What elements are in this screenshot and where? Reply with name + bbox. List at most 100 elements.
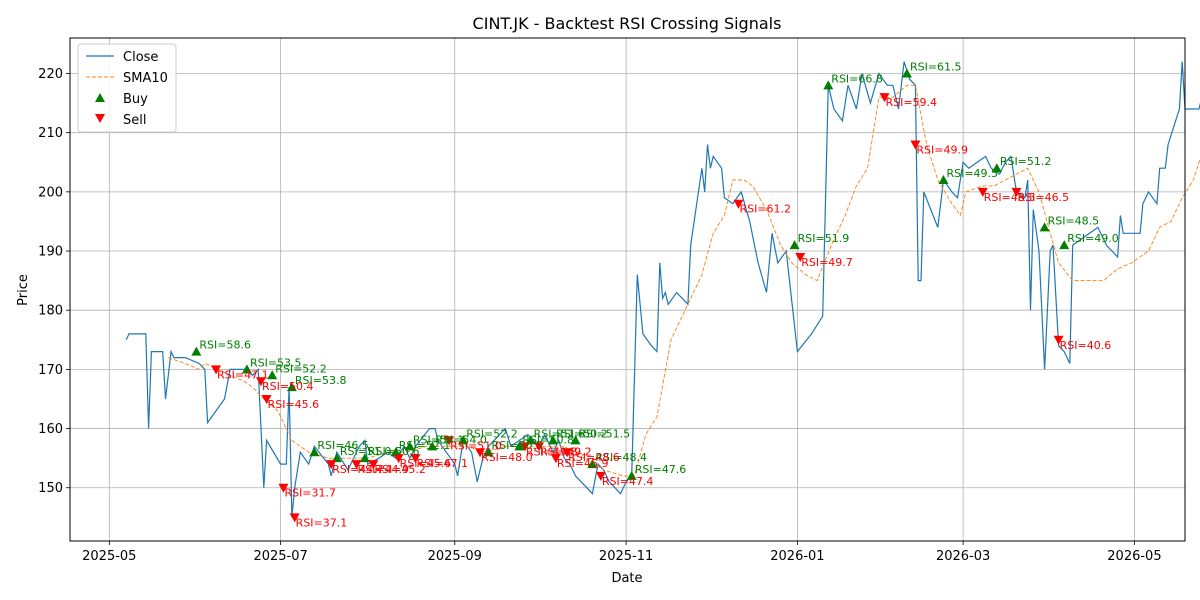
legend-buy-label: Buy [123, 92, 148, 107]
chart-title: CINT.JK - Backtest RSI Crossing Signals [473, 14, 782, 33]
sell-signal-marker [977, 187, 988, 197]
buy-signal-label: RSI=50.2 [556, 427, 608, 440]
buy-signal-label: RSI=48.4 [595, 451, 647, 464]
buy-signal-marker [1039, 222, 1050, 232]
buy-signal-marker [331, 453, 342, 463]
sell-signal-marker [519, 442, 530, 452]
buy-signal-label: RSI=49.0 [1067, 232, 1119, 245]
buy-signal-label: RSI=66.8 [831, 72, 883, 85]
sell-signal-marker [562, 448, 573, 458]
sell-signal-marker [910, 140, 921, 150]
y-tick-label: 200 [38, 185, 63, 200]
buy-signal-marker [458, 435, 469, 445]
sell-signal-marker [550, 454, 561, 464]
buy-signal-label: RSI=49.5 [946, 167, 998, 180]
x-tick-label: 2025-09 [428, 549, 482, 564]
sell-signal-marker [795, 252, 806, 262]
signal-annotations: RSI=58.6RSI=53.5RSI=52.2RSI=53.8RSI=46.5… [199, 61, 1119, 530]
buy-signal-marker [404, 441, 415, 451]
sell-signal-label: RSI=48.6 [568, 451, 620, 464]
sell-signal-marker [1011, 187, 1022, 197]
buy-signal-marker [901, 68, 912, 78]
sell-signal-marker [444, 436, 455, 446]
buy-signal-marker [626, 470, 637, 480]
buy-signal-label: RSI=52.1 [399, 439, 451, 452]
y-tick-label: 190 [38, 245, 63, 260]
buy-signal-label: RSI=48.5 [1048, 214, 1100, 227]
y-tick-label: 210 [38, 126, 63, 141]
x-tick-label: 2026-03 [936, 549, 990, 564]
sell-signal-label: RSI=49.7 [801, 256, 853, 269]
legend-sell-label: Sell [123, 113, 146, 128]
x-tick-label: 2025-05 [82, 549, 136, 564]
buy-signal-marker [191, 346, 202, 356]
legend-buy-marker [95, 93, 105, 102]
sell-signal-label: RSI=48.5 [984, 191, 1036, 204]
sell-signal-label: RSI=48.0 [481, 451, 533, 464]
legend: Close SMA10 Buy Sell [77, 43, 177, 133]
sell-signal-label: RSI=31.7 [284, 487, 336, 500]
sell-signal-label: RSI=45.9 [557, 457, 609, 470]
buy-signal-label: RSI=54.1 [413, 433, 465, 446]
sell-signal-label: RSI=46.5 [1017, 191, 1069, 204]
buy-signal-label: RSI=53.5 [250, 356, 302, 369]
x-tick-label: 2026-05 [1107, 549, 1161, 564]
sell-signal-marker [393, 454, 404, 464]
sell-signal-marker [261, 394, 272, 404]
y-tick-label: 220 [38, 67, 63, 82]
buy-signal-label: RSI=50.6 [368, 445, 420, 458]
legend-close-label: Close [123, 50, 158, 65]
x-axis-label: Date [611, 571, 642, 586]
sell-signal-marker [368, 460, 379, 470]
sell-signal-marker [255, 377, 266, 387]
legend-box [77, 43, 177, 133]
sell-signal-label: RSI=49.2 [540, 445, 592, 458]
buy-signal-marker [823, 80, 834, 90]
buy-signal-label: RSI=50.8 [522, 433, 574, 446]
buy-signal-label: RSI=52.2 [466, 427, 518, 440]
sell-signal-marker [278, 483, 289, 493]
x-tick-label: 2026-01 [770, 549, 824, 564]
buy-signal-label: RSI=51.2 [1000, 155, 1052, 168]
buy-signal-marker [359, 453, 370, 463]
buy-signal-marker [309, 447, 320, 457]
sell-signal-label: RSI=47.1 [217, 368, 269, 381]
sell-signal-label: RSI=49.8 [526, 445, 578, 458]
buy-signal-label: RSI=50.5 [491, 439, 543, 452]
y-tick-label: 170 [38, 363, 63, 378]
sell-signal-label: RSI=45.6 [268, 398, 320, 411]
buy-signal-marker [548, 435, 559, 445]
buy-signal-label: RSI=51.9 [798, 232, 850, 245]
sell-signal-marker [410, 454, 421, 464]
buy-signal-label: RSI=51.5 [579, 427, 631, 440]
y-tick-label: 160 [38, 422, 63, 437]
sell-signal-label: RSI=50.4 [262, 380, 314, 393]
buy-signal-label: RSI=47.6 [635, 463, 687, 476]
sell-signal-label: RSI=40.6 [1060, 339, 1112, 352]
y-axis-label: Price [16, 274, 31, 306]
x-tick-label: 2025-11 [599, 549, 653, 564]
sell-signal-label: RSI=49.9 [916, 144, 968, 157]
sell-signal-label: RSI=45.6 [400, 457, 452, 470]
y-tick-label: 180 [38, 304, 63, 319]
legend-sma-label: SMA10 [123, 71, 168, 86]
buy-signal-label: RSI=53.8 [295, 374, 347, 387]
sell-signal-marker [475, 448, 486, 458]
buy-signal-marker [427, 441, 438, 451]
buy-signal-marker [570, 435, 581, 445]
grid [70, 38, 1185, 541]
close-price-line [125, 61, 1200, 518]
buy-signal-marker [514, 441, 525, 451]
buy-signal-label: RSI=52.2 [275, 362, 327, 375]
buy-signal-marker [267, 370, 278, 380]
buy-signal-marker [789, 240, 800, 250]
buy-signal-label: RSI=61.5 [910, 61, 962, 74]
buy-signal-marker [525, 435, 536, 445]
buy-signal-label: RSI=58.6 [199, 339, 251, 352]
sell-signal-marker [289, 513, 300, 523]
plot-frame [69, 37, 1186, 542]
signal-markers [191, 68, 1070, 523]
sell-signal-marker [326, 460, 337, 470]
